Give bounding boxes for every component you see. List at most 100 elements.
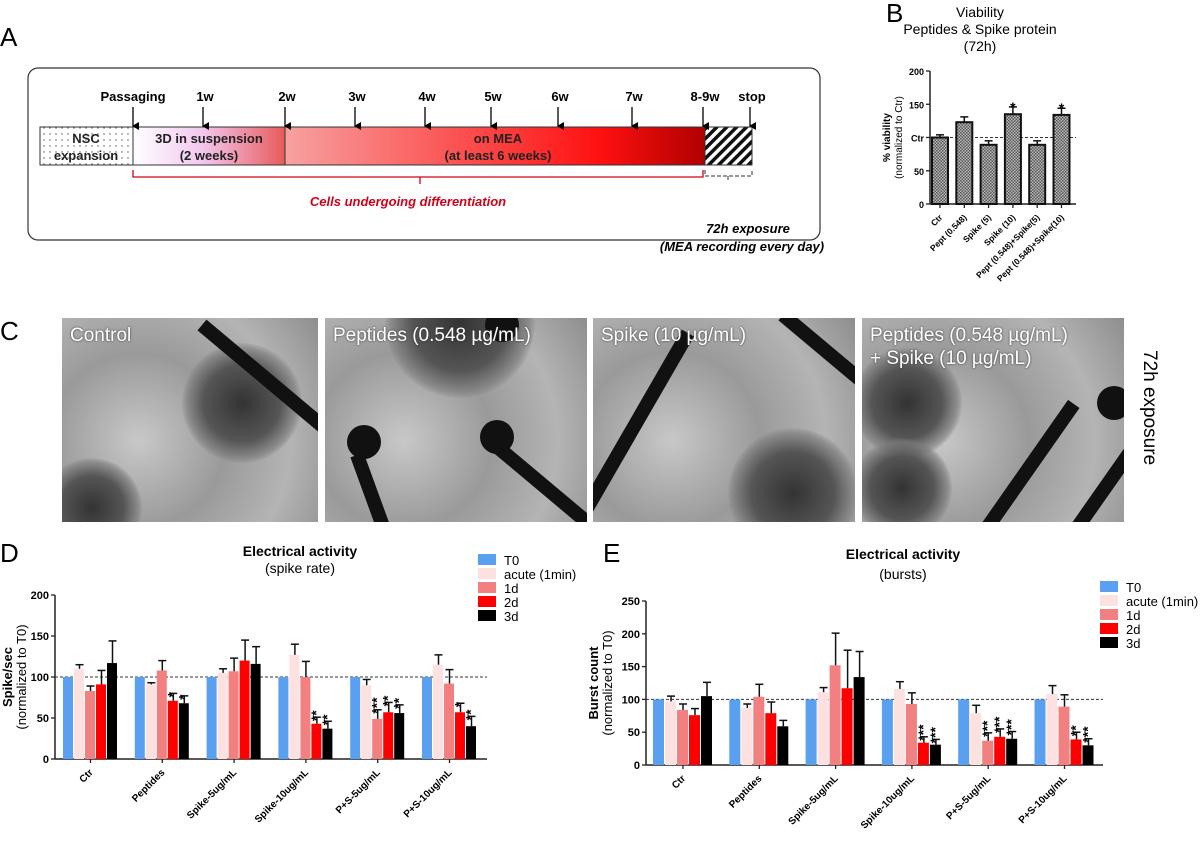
bar [278,677,289,759]
panel-label-e: E [603,538,620,568]
y-tick-label: 50 [37,713,49,725]
spike-rate-chart: Electrical activity(spike rate) Spike/sec… [0,543,576,825]
bar [665,701,676,765]
timepoint-label: 7w [625,89,643,104]
legend-entry: 1d [1126,608,1140,623]
y-tick-label: 0 [634,760,640,772]
bar [289,654,300,759]
panel-label-b: B [886,0,903,28]
y-tick-label: 150 [31,631,49,643]
bar [1003,113,1022,205]
x-tick-label: P+S-5ug/mL [944,773,993,822]
legend-swatch [478,596,496,607]
bar [741,707,753,765]
y-axis-label: Burst count [586,646,601,720]
bar [729,699,741,765]
y-tick-label: 0 [919,200,924,210]
bar [689,715,700,765]
stage-suspension-line1: 3D in suspension [155,131,263,146]
x-tick-label: Spike-5ug/mL [787,773,841,827]
bar [753,696,765,765]
y-tick-label: 100 [622,694,640,706]
legend-entry: acute (1min) [504,567,576,582]
micrograph-control: Control [62,318,318,522]
bar [653,699,664,765]
bar [853,677,865,765]
bar [1028,143,1047,206]
bar [107,663,117,759]
micrograph-label: Control [70,325,132,346]
timeline-diagram: NSC expansion 3D in suspension (2 weeks)… [27,67,824,254]
panel-label-c: C [0,316,19,346]
timepoint-label: 1w [196,89,214,104]
significance-marker: * [452,701,468,707]
bar [383,712,394,759]
exposure-label-line1: 72h exposure [706,221,790,236]
chart-title: Peptides & Spike protein [903,21,1056,37]
bar [805,699,817,765]
significance-marker: ** [1068,725,1084,736]
bar [1082,745,1094,765]
significance-marker: *** [979,720,995,737]
legend-entry: 3d [1126,636,1140,651]
bar [765,713,777,765]
bar [361,685,372,759]
bar [955,121,974,205]
panel-label-a: A [0,22,18,52]
significance-marker: * [175,694,191,700]
y-axis-label: Spike/sec [0,647,15,707]
bar [250,663,261,759]
legend-entry: T0 [1126,580,1141,595]
bar [322,728,333,759]
timepoint-label: 3w [348,89,366,104]
bar [1070,739,1082,765]
bar [677,709,688,765]
bar [74,668,84,759]
timepoint-label: 2w [278,89,296,104]
bar [455,712,465,759]
bar [394,713,405,759]
stage-on-mea [284,126,706,166]
y-tick-label: 50 [914,167,924,177]
y-axis-label: % viability [882,113,893,162]
bar [239,660,250,759]
significance-marker: * [1010,99,1016,115]
bar [979,143,998,206]
bar [905,703,917,765]
bar [841,688,853,765]
bar [300,677,311,759]
legend-swatch [478,610,496,621]
significance-marker: *** [991,716,1007,733]
y-tick-label: 100 [31,672,49,684]
micrograph-label: Spike (10 µg/mL) [601,325,747,346]
bar [829,665,841,765]
y-axis-label: (normalized to Ctr) [894,96,905,179]
bar [372,718,383,759]
legend-entry: 3d [504,609,518,624]
bar [134,677,145,759]
legend-swatch [1100,623,1118,634]
y-tick-label: 200 [31,590,49,602]
exposure-label-line2: (MEA recording every day) [660,239,824,254]
stage-nsc-line2: expansion [54,148,118,163]
timepoint-label: Passaging [100,89,165,104]
chart-title: Electrical activity [243,543,358,559]
stage-3d-suspension [132,126,286,166]
bar [178,703,189,759]
bar [444,683,454,759]
legend-swatch [478,554,496,565]
legend-entry: 2d [504,595,518,610]
legend-swatch [1100,609,1118,620]
x-tick-label: Spike-10ug/mL [859,773,917,831]
bar [156,670,167,759]
legend-entry: T0 [504,553,519,568]
x-tick-label: P+S-5ug/mL [334,767,383,816]
significance-marker: * [164,691,180,697]
x-tick-label: Ctr [929,212,945,228]
significance-marker: * [1059,100,1065,116]
legend-entry: 1d [504,581,518,596]
bar [931,136,949,205]
micrograph-peptides: Peptides (0.548 µg/mL) [325,318,587,522]
legend-swatch [1100,581,1118,592]
